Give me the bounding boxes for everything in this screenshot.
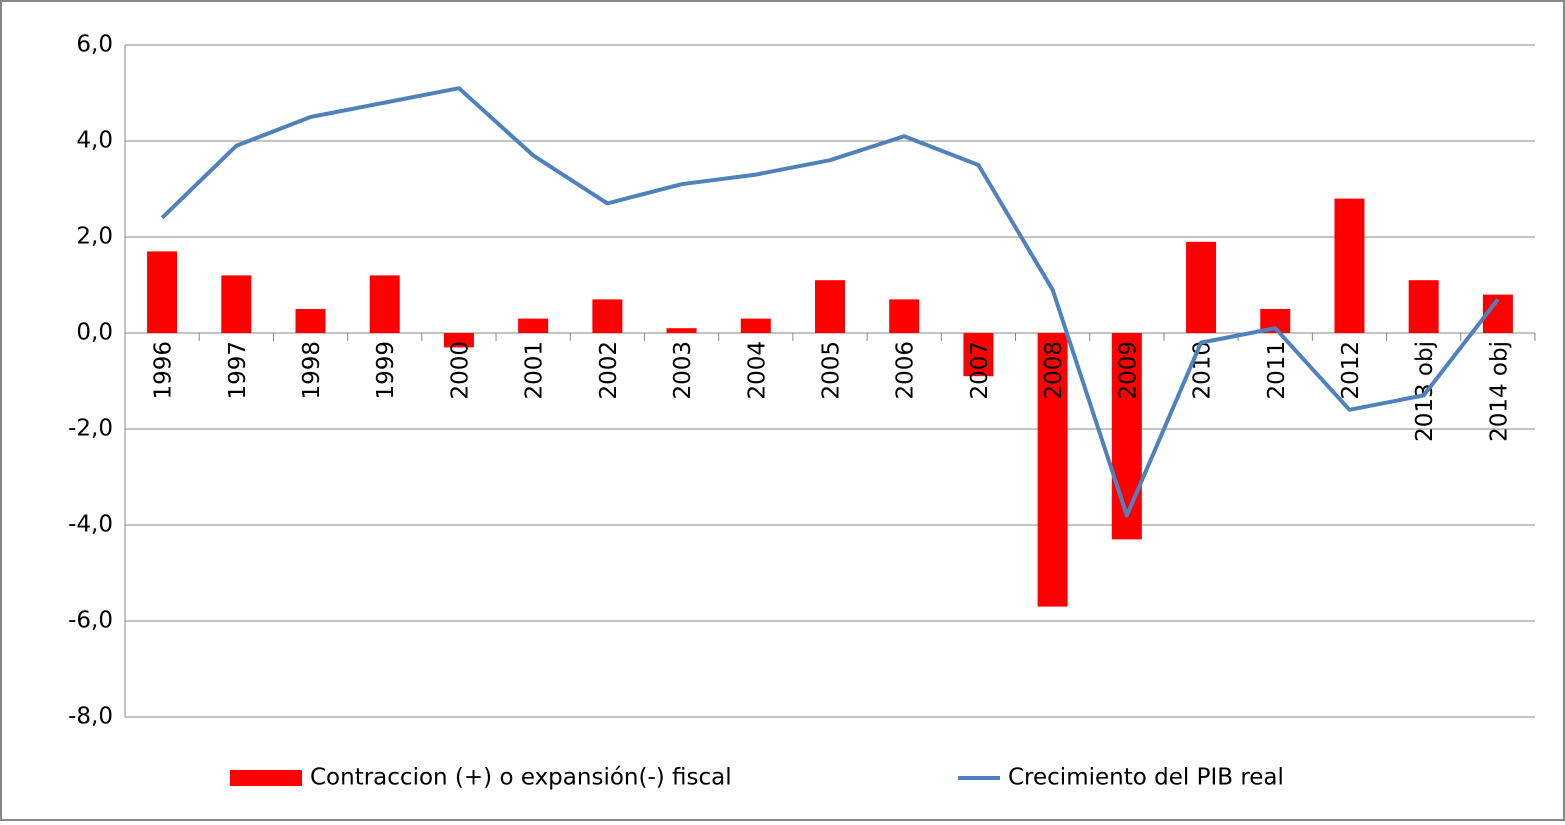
x-tick-label: 1997 [225, 341, 251, 400]
bar [369, 275, 400, 333]
bar [518, 318, 549, 333]
x-tick-label: 2005 [819, 341, 845, 400]
bar [815, 280, 845, 333]
x-tick-label: 2009 [1115, 341, 1141, 400]
bar [1111, 333, 1142, 540]
y-tick-label: -2,0 [68, 416, 113, 442]
bar [443, 333, 474, 348]
bar [963, 333, 994, 377]
bar [1334, 198, 1365, 333]
y-tick-label: -8,0 [68, 704, 113, 730]
bar [1186, 241, 1217, 333]
x-tick-label: 1999 [373, 341, 399, 400]
bar [1408, 280, 1439, 333]
x-tick-label: 2010 [1190, 341, 1216, 400]
x-tick-label: 2003 [670, 341, 696, 400]
bar [740, 318, 771, 333]
x-tick-label: 2014 obj [1486, 341, 1512, 442]
bar [889, 299, 920, 333]
x-tick-label: 1996 [151, 341, 177, 400]
x-tick-label: 2004 [744, 341, 770, 400]
bar [147, 251, 178, 333]
bar [221, 275, 252, 333]
x-tick-label: 2008 [1041, 341, 1067, 400]
x-tick-label: 2007 [967, 341, 993, 400]
x-tick-label: 2012 [1338, 341, 1364, 400]
y-tick-label: 0,0 [76, 320, 113, 346]
x-tick-label: 2002 [596, 341, 622, 400]
y-tick-label: 6,0 [76, 32, 113, 58]
y-tick-label: -4,0 [68, 512, 113, 538]
bar [666, 328, 697, 333]
x-tick-label: 2001 [522, 341, 548, 400]
x-tick-label: 2006 [893, 341, 919, 400]
line [160, 86, 1500, 518]
x-tick-label: 1998 [299, 341, 325, 400]
y-tick-label: 4,0 [76, 128, 113, 154]
bar [295, 309, 326, 333]
legend-label: Crecimiento del PIB real [1008, 765, 1284, 791]
x-tick-label: 2000 [447, 341, 473, 400]
legend-swatch [230, 770, 302, 786]
x-tick-label: 2011 [1264, 341, 1290, 400]
y-tick-label: -6,0 [68, 608, 113, 634]
bar [1037, 333, 1068, 607]
bar [592, 299, 623, 333]
legend-label: Contraccion (+) o expansión(-) fiscal [310, 765, 732, 791]
y-tick-label: 2,0 [76, 224, 113, 250]
